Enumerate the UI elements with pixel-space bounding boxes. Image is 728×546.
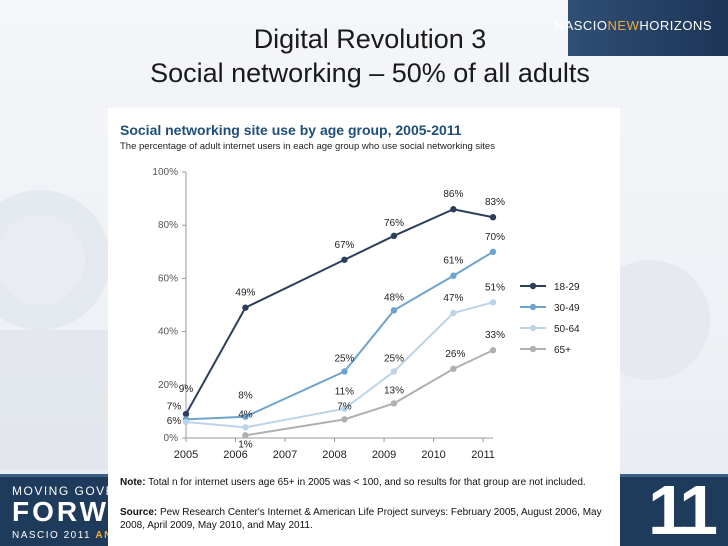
legend-marker-65+ — [529, 345, 537, 353]
x-tick-label: 2007 — [273, 449, 297, 461]
data-point-30-49 — [489, 248, 497, 255]
legend-label-50-64: 50-64 — [554, 324, 580, 335]
data-label-65+: 26% — [445, 349, 465, 360]
data-label-65+: 13% — [384, 385, 404, 396]
y-tick-label: 80% — [158, 220, 178, 231]
data-point-30-49 — [450, 272, 457, 279]
x-tick-label: 2005 — [174, 449, 198, 461]
x-tick-label: 2006 — [223, 449, 247, 461]
y-tick-label: 0% — [164, 433, 179, 444]
data-point-65+ — [450, 365, 457, 373]
x-tick-label: 2010 — [421, 449, 445, 461]
data-label-30-49: 7% — [167, 401, 182, 412]
data-label-65+: 1% — [238, 439, 253, 450]
data-point-50-64 — [242, 424, 249, 431]
brand-banner: NASCIONEWHORIZONS — [555, 0, 728, 56]
slide-title: Digital Revolution 3 Social networking –… — [40, 22, 700, 90]
data-label-18-29: 86% — [443, 189, 463, 200]
data-label-50-64: 11% — [335, 387, 354, 398]
data-label-50-64: 4% — [238, 409, 253, 420]
data-point-18-29 — [182, 410, 190, 418]
series-line-30-49 — [185, 250, 494, 421]
legend-marker-30-49 — [529, 303, 537, 311]
data-point-30-49 — [390, 307, 398, 314]
data-label-18-29: 67% — [334, 240, 354, 251]
x-tick-label: 2008 — [322, 449, 346, 461]
data-label-50-64: 47% — [443, 293, 463, 304]
data-label-65+: 7% — [337, 401, 352, 412]
data-point-50-64 — [450, 309, 457, 317]
data-label-18-29: 9% — [179, 384, 194, 395]
data-label-30-49: 70% — [485, 232, 505, 243]
data-label-18-29: 76% — [384, 218, 404, 229]
data-point-18-29 — [489, 214, 497, 221]
footer-year-number: 11 — [648, 471, 718, 546]
data-label-18-29: 83% — [485, 197, 505, 208]
x-tick-label: 2009 — [372, 449, 396, 461]
line-chart: 0% 20% 40% 60% 80% 100% 2005 2006 2007 2008 2009 20… — [152, 167, 580, 461]
data-point-50-64 — [341, 405, 348, 412]
footer-tagline: MOVING GOVERN — [12, 484, 136, 498]
legend-label-65+: 65+ — [554, 345, 571, 356]
data-point-30-49 — [341, 368, 348, 375]
note-label: Note: — [120, 477, 146, 488]
data-point-50-64 — [489, 299, 497, 306]
source-label: Source: — [120, 507, 158, 518]
legend-marker-50-64 — [529, 324, 537, 332]
data-label-30-49: 25% — [334, 354, 354, 365]
series-line-50-64 — [185, 301, 494, 429]
data-point-65+ — [489, 347, 497, 354]
data-point-65+ — [242, 432, 249, 439]
chart-panel: Social networking site use by age group,… — [108, 108, 620, 546]
data-label-18-29: 49% — [235, 288, 255, 299]
chart-title: Social networking site use by age group,… — [120, 122, 462, 138]
data-point-18-29 — [242, 304, 249, 311]
data-label-50-64: 51% — [485, 282, 505, 293]
legend-marker-18-29 — [529, 282, 537, 290]
data-point-18-29 — [450, 206, 457, 213]
brand-logo: NASCIONEWHORIZONS — [554, 18, 712, 33]
slide-title-line1: Digital Revolution 3 — [253, 24, 487, 54]
chart-source: Source: Pew Research Center's Internet &… — [120, 506, 610, 532]
slide-title-line2: Social networking – 50% of all adults — [150, 58, 590, 88]
data-point-30-49 — [242, 413, 249, 420]
note-text: Total n for internet users age 65+ in 20… — [145, 477, 586, 488]
y-tick-label: 100% — [152, 167, 178, 178]
y-tick-label: 60% — [158, 273, 178, 284]
y-tick-label: 20% — [158, 380, 178, 391]
series-line-65+ — [245, 349, 494, 437]
data-label-30-49: 48% — [384, 292, 404, 303]
legend-label-30-49: 30-49 — [554, 303, 580, 314]
data-point-50-64 — [390, 368, 398, 375]
data-point-18-29 — [390, 232, 398, 240]
data-point-50-64 — [182, 418, 190, 426]
data-label-65+: 33% — [485, 330, 505, 341]
x-tick-label: 2011 — [471, 449, 495, 461]
data-point-18-29 — [341, 256, 348, 263]
data-label-50-64: 25% — [384, 354, 404, 365]
data-label-30-49: 61% — [443, 256, 463, 267]
data-label-30-49: 8% — [238, 391, 253, 402]
chart-subtitle: The percentage of adult internet users i… — [120, 141, 495, 152]
data-label-50-64: 6% — [167, 416, 182, 427]
source-text: Pew Research Center's Internet & America… — [120, 507, 602, 531]
series-line-18-29 — [185, 208, 494, 415]
data-point-65+ — [341, 416, 348, 423]
legend-label-18-29: 18-29 — [554, 282, 580, 293]
y-tick-label: 40% — [158, 327, 178, 338]
chart-note: Note: Total n for internet users age 65+… — [120, 476, 610, 489]
data-point-65+ — [390, 400, 398, 407]
